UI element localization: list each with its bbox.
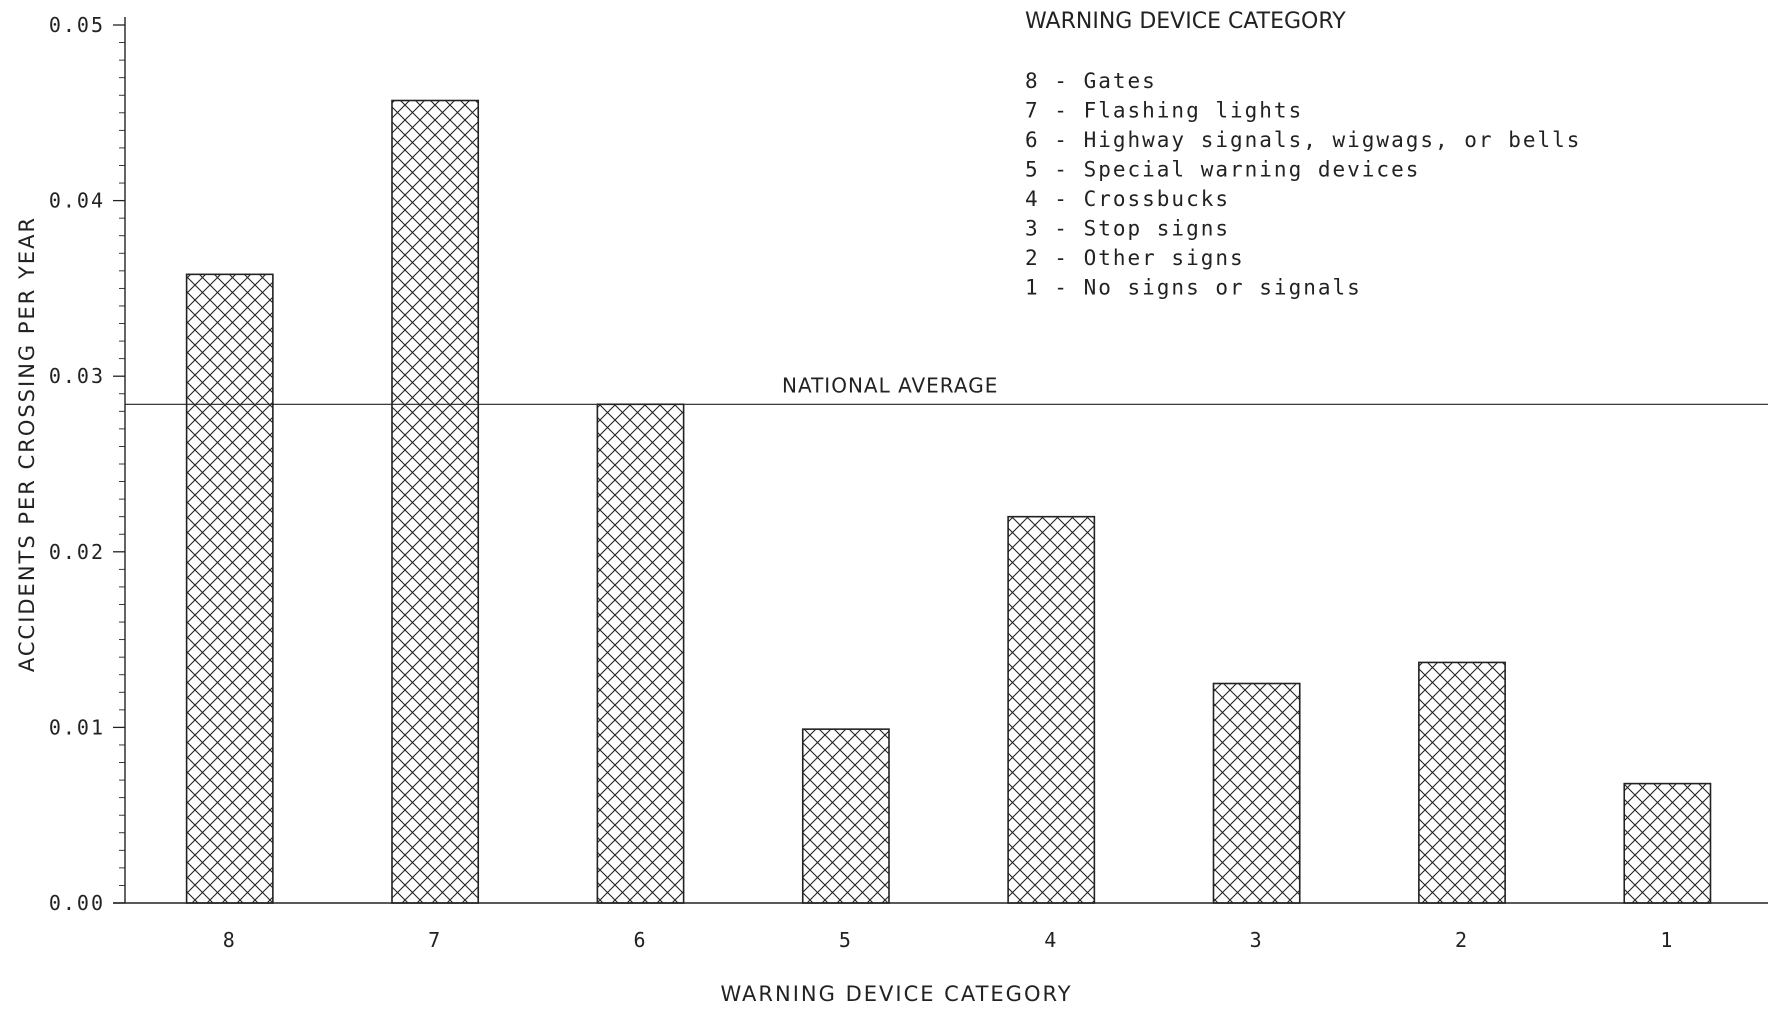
legend-title: WARNING DEVICE CATEGORY: [1025, 9, 1346, 34]
bar-category-5: [803, 729, 889, 903]
x-tick-label: 6: [633, 928, 647, 952]
legend-item: 4 - Crossbucks: [1025, 187, 1230, 211]
legend-item: 6 - Highway signals, wigwags, or bells: [1025, 128, 1581, 152]
x-axis: 8 7 6 5 4 3 2 1: [113, 903, 1768, 952]
legend-item: 8 - Gates: [1025, 69, 1157, 93]
bar-category-6: [597, 404, 683, 903]
legend-item: 1 - No signs or signals: [1025, 276, 1362, 300]
y-tick-label: 0.02: [49, 540, 105, 564]
x-tick-label: 1: [1660, 928, 1674, 952]
bar-category-4: [1008, 517, 1094, 903]
bar-category-2: [1419, 662, 1505, 903]
legend-item: 5 - Special warning devices: [1025, 158, 1420, 182]
x-tick-label: 8: [223, 928, 237, 952]
bar-category-1: [1624, 784, 1710, 903]
y-tick-label: 0.04: [49, 189, 105, 213]
y-axis: 0.00 0.01 0.02 0.03 0.04 0.05: [49, 13, 125, 915]
y-axis-title: ACCIDENTS PER CROSSING PER YEAR: [15, 216, 39, 672]
bar-category-3: [1213, 684, 1299, 904]
legend-item: 2 - Other signs: [1025, 246, 1245, 270]
y-tick-label: 0.01: [49, 715, 105, 739]
y-tick-label: 0.05: [49, 13, 105, 37]
bar-category-7: [392, 101, 478, 903]
bars: [187, 101, 1711, 903]
national-average-line: NATIONAL AVERAGE: [125, 373, 1768, 404]
reference-line-label: NATIONAL AVERAGE: [782, 373, 998, 397]
legend-item: 3 - Stop signs: [1025, 217, 1230, 241]
legend-item: 7 - Flashing lights: [1025, 99, 1303, 123]
x-tick-label: 5: [839, 928, 853, 952]
y-tick-label: 0.03: [49, 364, 105, 388]
y-tick-label: 0.00: [49, 891, 105, 915]
x-tick-label: 3: [1250, 928, 1264, 952]
legend: 8 - Gates 7 - Flashing lights 6 - Highway …: [1025, 69, 1581, 300]
bar-category-8: [187, 274, 273, 903]
x-tick-label: 2: [1455, 928, 1469, 952]
x-tick-label: 4: [1044, 928, 1058, 952]
x-axis-title: WARNING DEVICE CATEGORY: [720, 982, 1072, 1006]
x-tick-label: 7: [428, 928, 442, 952]
